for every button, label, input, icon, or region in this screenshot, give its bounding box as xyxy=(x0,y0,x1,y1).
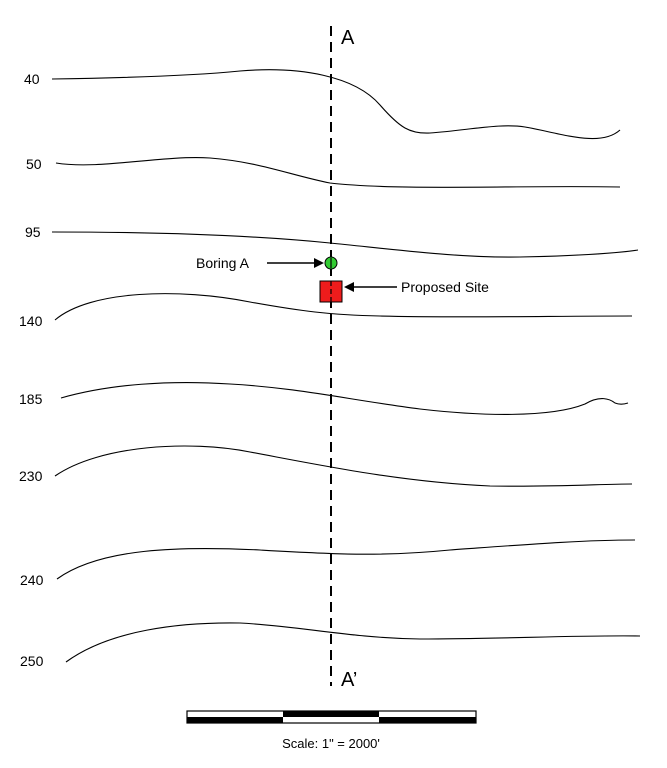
elevation-labels: 40 50 95 140 185 230 240 250 xyxy=(19,71,44,669)
elevation-label: 185 xyxy=(19,391,43,407)
contour-lines xyxy=(51,69,641,663)
contour-line-230 xyxy=(54,445,633,487)
scale-caption: Scale: 1" = 2000' xyxy=(282,736,380,751)
contour-line-240 xyxy=(56,539,636,580)
boring-label: Boring A xyxy=(196,255,250,271)
scale-bar xyxy=(186,710,477,724)
scale-bar-segment xyxy=(283,711,379,717)
contour-line-250 xyxy=(65,622,641,663)
section-start-label: A xyxy=(341,27,355,49)
proposed-site-label: Proposed Site xyxy=(401,279,489,295)
contour-line-40 xyxy=(51,69,621,140)
boring-arrow-head xyxy=(314,258,324,268)
contour-line-185 xyxy=(60,382,629,415)
scale-bar-segment xyxy=(379,717,476,723)
contour-line-95 xyxy=(51,231,639,258)
section-end-label: A’ xyxy=(341,669,357,691)
contour-line-50 xyxy=(55,157,621,188)
elevation-label: 140 xyxy=(19,313,43,329)
elevation-label: 250 xyxy=(20,653,44,669)
scale-bar-segment xyxy=(187,717,283,723)
elevation-label: 95 xyxy=(25,224,41,240)
elevation-label: 40 xyxy=(24,71,40,87)
proposed-site-arrow-head xyxy=(344,282,354,292)
elevation-label: 50 xyxy=(26,156,42,172)
elevation-label: 240 xyxy=(20,572,44,588)
contour-line-140 xyxy=(54,293,633,321)
elevation-label: 230 xyxy=(19,468,43,484)
